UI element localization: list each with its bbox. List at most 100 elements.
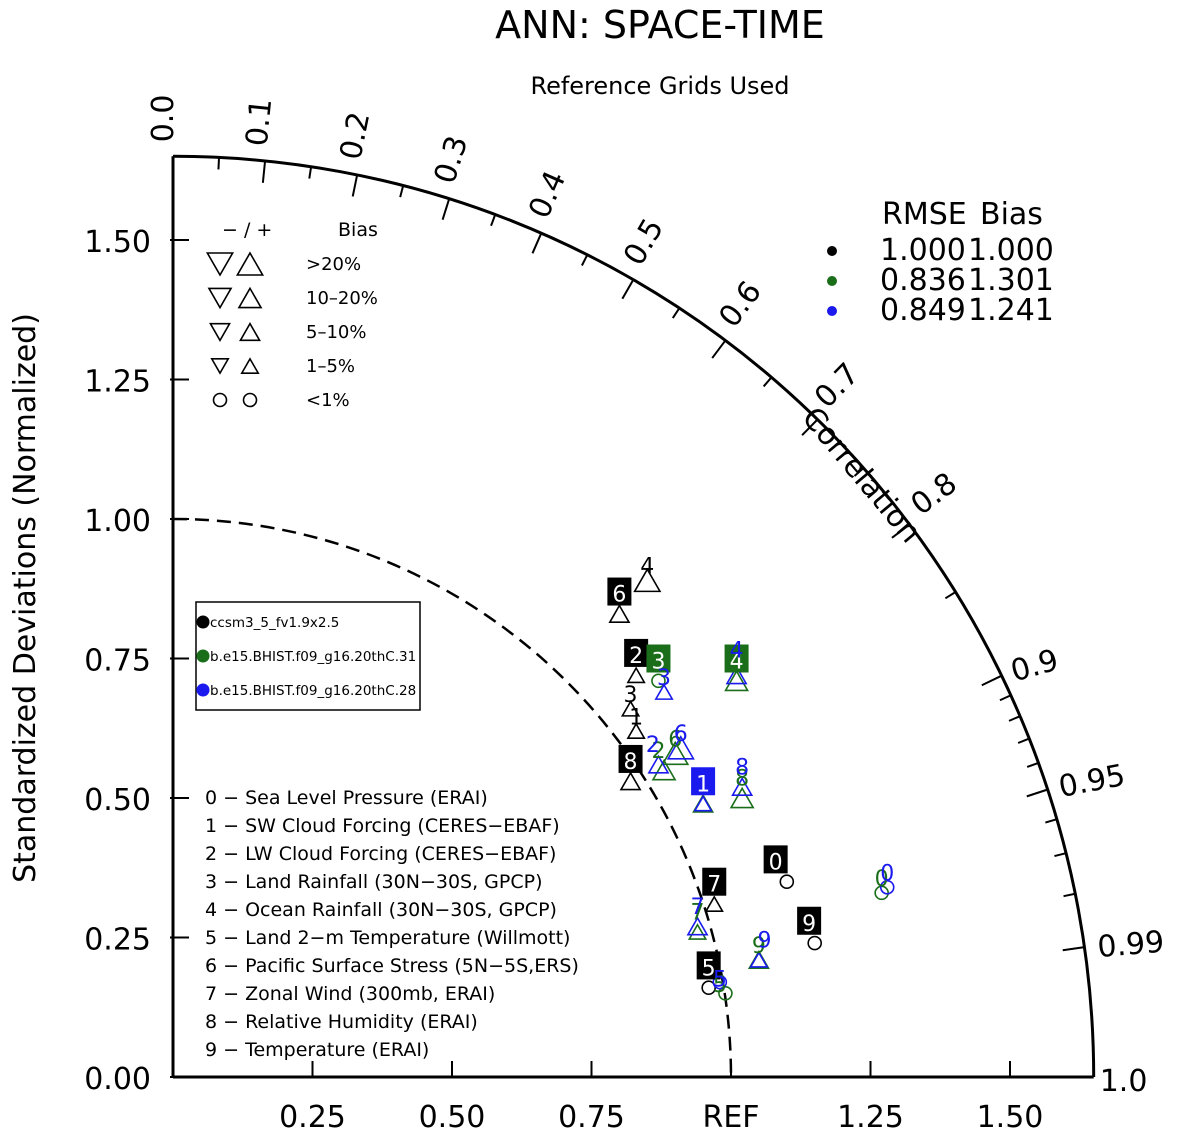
data-point-marker	[626, 666, 646, 684]
point-label: 4	[730, 638, 744, 663]
point-label-box	[618, 744, 643, 773]
point-label: 5	[713, 968, 727, 993]
x-tick-label: 1.50	[977, 1100, 1044, 1135]
data-point-marker	[704, 895, 724, 912]
bias-legend-marker-minus	[207, 287, 233, 310]
y-tick-label: 1.25	[84, 365, 151, 400]
bias-legend-marker-minus	[209, 322, 231, 342]
point-label: 1	[629, 705, 643, 730]
corr-tick-label: 0.2	[333, 109, 377, 163]
variable-list-item: 3 − Land Rainfall (30N−30S, GPCP)	[205, 871, 543, 893]
bias-legend-label: 1–5%	[306, 356, 355, 377]
corr-minor-tick	[1017, 737, 1030, 744]
corr-tick	[1026, 788, 1048, 798]
corr-tick	[891, 523, 911, 539]
data-point-marker	[666, 735, 695, 760]
point-label: 8	[735, 756, 749, 781]
corr-tick-label: 1.0	[1100, 1064, 1148, 1099]
corr-minor-tick	[1026, 761, 1039, 768]
bias-legend-header: Bias	[338, 219, 378, 241]
bias-legend-marker-plus	[242, 392, 258, 408]
data-points-group	[608, 567, 895, 1001]
case-legend-dot	[196, 615, 210, 629]
corr-minor-tick	[1054, 852, 1067, 858]
bias-legend-label: 5–10%	[306, 322, 366, 343]
corr-tick	[711, 339, 727, 359]
corr-minor-tick	[490, 214, 497, 227]
data-point-marker	[619, 771, 642, 791]
bias-legend-sign-header: − / +	[222, 219, 272, 241]
rmse-legend-dot	[827, 306, 837, 316]
corr-tick	[1062, 946, 1085, 952]
y-tick-label: 0.00	[84, 1062, 151, 1097]
point-label: 9	[757, 929, 771, 954]
variable-list-item: 4 − Ocean Rainfall (30N−30S, GPCP)	[205, 899, 557, 921]
variable-list-item: 2 − LW Cloud Forcing (CERES−EBAF)	[205, 843, 556, 865]
corr-tick	[981, 674, 1003, 687]
data-point-marker	[749, 951, 769, 968]
point-label: 7	[691, 895, 705, 920]
data-point-marker	[620, 699, 641, 717]
bias-legend-label: >20%	[306, 254, 361, 275]
point-label-box	[702, 867, 727, 896]
corr-tick-label: 0.99	[1096, 925, 1166, 966]
corr-tick-label: 0.95	[1056, 758, 1128, 805]
data-point-marker	[651, 758, 677, 781]
data-point-marker	[654, 683, 674, 700]
corr-minor-tick	[581, 254, 589, 266]
corr-tick-label: 0.0	[146, 95, 181, 143]
point-label-box	[724, 644, 749, 673]
bias-legend-label: 10–20%	[306, 288, 378, 309]
point-label: 5	[713, 973, 727, 998]
corr-minor-tick	[853, 467, 865, 477]
x-tick-label: 1.25	[837, 1100, 904, 1135]
corr-minor-tick	[399, 185, 405, 198]
point-label-box	[607, 577, 632, 606]
point-label-box	[646, 644, 671, 673]
variable-list-item: 9 − Temperature (ERAI)	[205, 1039, 429, 1061]
bias-legend-label: <1%	[306, 390, 350, 411]
bias-legend-marker-minus	[205, 252, 235, 277]
chart-subtitle: Reference Grids Used	[530, 72, 789, 100]
y-tick-label: 0.25	[84, 923, 151, 958]
corr-tick-label: 0.6	[712, 275, 769, 334]
variable-list-item: 7 − Zonal Wind (300mb, ERAI)	[205, 983, 495, 1005]
case-legend-dot	[196, 649, 210, 663]
rmse-legend-header-rmse: RMSE	[882, 197, 967, 232]
corr-minor-tick	[999, 694, 1012, 702]
chart-title: ANN: SPACE-TIME	[495, 3, 825, 47]
corr-minor-tick	[671, 307, 681, 319]
rmse-legend-rmse: 0.849	[880, 293, 966, 328]
legends-group: − / + Bias>20%10–20%5–10%1–5%<1%RMSE Bias1…	[195, 197, 1054, 1061]
corr-minor-tick	[944, 591, 957, 600]
corr-tick-label: 0.5	[617, 213, 671, 272]
corr-tick	[531, 232, 543, 254]
outer-arc	[172, 154, 1096, 1078]
bias-legend-marker-minus	[212, 392, 228, 408]
point-label-box	[691, 767, 716, 796]
data-point-marker	[807, 935, 823, 951]
point-label: 6	[668, 728, 682, 753]
point-label: 0	[769, 850, 783, 875]
x-tick-ref-label: REF	[702, 1100, 759, 1135]
reference-arc	[172, 517, 733, 1078]
y-tick-label: 0.75	[84, 644, 151, 679]
point-label: 4	[640, 555, 654, 580]
data-point-marker	[693, 794, 713, 812]
rmse-legend-rmse: 1.000	[880, 233, 966, 268]
point-label-box	[696, 951, 721, 980]
point-label: 8	[735, 767, 749, 792]
corr-axis-label: Correlation	[795, 401, 928, 550]
x-tick-label: 0.50	[419, 1100, 486, 1135]
point-label: 3	[624, 683, 638, 708]
point-label: 9	[802, 912, 816, 937]
corr-minor-tick	[1008, 715, 1021, 722]
variable-list-item: 5 − Land 2−m Temperature (Willmott)	[205, 927, 570, 949]
bias-legend-marker-plus	[235, 251, 265, 276]
point-label: 9	[752, 934, 766, 959]
case-legend-name: b.e15.BHIST.f09_g16.20thC.28	[210, 683, 416, 699]
x-tick-label: 0.75	[558, 1100, 625, 1135]
rmse-legend-dot	[827, 246, 837, 256]
data-point-marker	[686, 916, 709, 936]
